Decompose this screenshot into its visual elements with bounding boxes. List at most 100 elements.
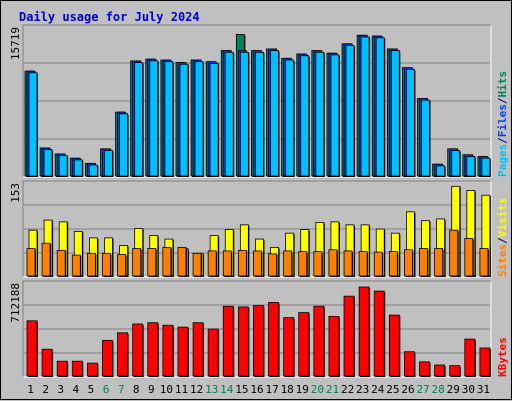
panel-3-legend: KBytes xyxy=(496,337,509,377)
sites-bar xyxy=(192,252,202,277)
x-tick-label: 24 xyxy=(371,383,385,396)
kbytes-bar xyxy=(434,364,446,377)
panel-1-legend: Pages/Files/Hits xyxy=(496,71,509,177)
x-tick-label: 31 xyxy=(477,383,490,396)
x-tick-label: 15 xyxy=(235,383,248,396)
kbytes-bar xyxy=(253,305,264,377)
pages-bar xyxy=(406,69,415,177)
panel-3-bevel-dark xyxy=(22,280,491,377)
sites-bar xyxy=(222,250,232,277)
kbytes-bar xyxy=(162,324,174,377)
pages-bar xyxy=(360,36,370,177)
pages-bar xyxy=(345,45,355,177)
kbytes-bar xyxy=(102,339,113,377)
pages-bar xyxy=(179,63,189,177)
x-tick-label: 26 xyxy=(401,383,414,396)
kbytes-bar xyxy=(404,351,415,377)
x-tick-label: 8 xyxy=(133,383,140,396)
visits-sites-panel: 153 Sites/Visits xyxy=(9,180,509,278)
pages-bar xyxy=(436,165,446,177)
chart-title: Daily usage for July 2024 xyxy=(19,10,200,24)
sites-bar xyxy=(343,250,353,277)
kbytes-bar xyxy=(132,323,144,377)
kbytes-bar xyxy=(358,286,370,377)
kbytes-bar xyxy=(222,305,234,377)
pages-bar xyxy=(209,63,219,177)
x-tick-label: 3 xyxy=(57,383,64,396)
sites-bar xyxy=(56,249,66,277)
pages-bar xyxy=(300,55,310,177)
legend-separator: / xyxy=(496,137,509,144)
kbytes-bar xyxy=(373,290,385,377)
kbytes-bar xyxy=(56,360,68,377)
x-tick-label: 11 xyxy=(175,383,188,396)
x-tick-label: 27 xyxy=(416,383,429,396)
panel-1-ymax-label: 15719 xyxy=(9,27,22,60)
kbytes-bar xyxy=(41,348,53,377)
x-tick-label: 16 xyxy=(250,383,263,396)
x-tick-label: 2 xyxy=(42,383,49,396)
kbytes-bar xyxy=(283,317,295,377)
sites-bar xyxy=(464,238,474,277)
sites-bar xyxy=(117,254,126,277)
sites-bar xyxy=(404,249,413,277)
x-tick-label: 21 xyxy=(326,383,339,396)
kbytes-bar xyxy=(464,338,476,377)
pages-bar xyxy=(43,149,53,177)
x-tick-label: 6 xyxy=(103,383,110,396)
panel-1-bevel-dark xyxy=(22,24,491,177)
kbytes-bar xyxy=(313,305,325,377)
kbytes-bar xyxy=(147,322,159,377)
panel-2-legend: Sites/Visits xyxy=(496,198,509,278)
x-tick-label: 17 xyxy=(265,383,278,396)
x-tick-label: 14 xyxy=(220,383,234,396)
kbytes-bar xyxy=(26,320,38,377)
sites-bar xyxy=(132,248,142,277)
pages-bar xyxy=(375,37,385,177)
kbytes-bar xyxy=(71,360,83,377)
x-tick-label: 18 xyxy=(281,383,294,396)
kbytes-bar xyxy=(192,322,204,377)
legend-files: Files xyxy=(496,104,509,137)
legend-sites: Sites xyxy=(496,244,509,277)
legend-visits: Visits xyxy=(496,198,509,238)
pages-bar xyxy=(134,62,144,177)
pages-bar xyxy=(481,157,491,177)
sites-bar xyxy=(86,252,96,277)
panel-2-bevel-dark xyxy=(22,180,491,277)
pages-bar xyxy=(104,150,113,177)
x-tick-label: 5 xyxy=(88,383,95,396)
pages-bar xyxy=(421,99,430,177)
x-tick-label: 10 xyxy=(160,383,173,396)
sites-bar xyxy=(237,249,247,277)
sites-bar xyxy=(147,248,157,277)
pages-bar xyxy=(88,164,98,177)
sites-bar xyxy=(26,248,36,277)
kbytes-bar xyxy=(419,361,430,377)
legend-separator: / xyxy=(496,237,509,244)
kbytes-bar xyxy=(328,315,340,377)
kbytes-panel: 712188 KBytes xyxy=(9,280,509,378)
pages-bar xyxy=(58,155,68,177)
x-tick-label: 13 xyxy=(205,383,218,396)
x-tick-label: 30 xyxy=(462,383,475,396)
x-tick-label: 4 xyxy=(73,383,80,396)
x-tick-label: 1 xyxy=(27,383,34,396)
sites-bar xyxy=(102,252,111,277)
sites-bar xyxy=(298,251,308,277)
kbytes-bar xyxy=(449,365,461,377)
kbytes-bar xyxy=(298,312,310,377)
kbytes-bar xyxy=(388,314,400,377)
sites-bar xyxy=(207,250,217,277)
x-tick-label: 25 xyxy=(386,383,399,396)
pages-bar xyxy=(270,50,279,177)
sites-bar xyxy=(434,248,444,277)
legend-pages: Pages xyxy=(496,144,509,177)
pages-bar xyxy=(330,54,340,177)
sites-bar xyxy=(313,251,323,277)
sites-bar xyxy=(373,251,383,277)
kbytes-bar xyxy=(86,362,98,377)
pages-bar xyxy=(466,156,476,177)
x-tick-label: 19 xyxy=(296,383,309,396)
